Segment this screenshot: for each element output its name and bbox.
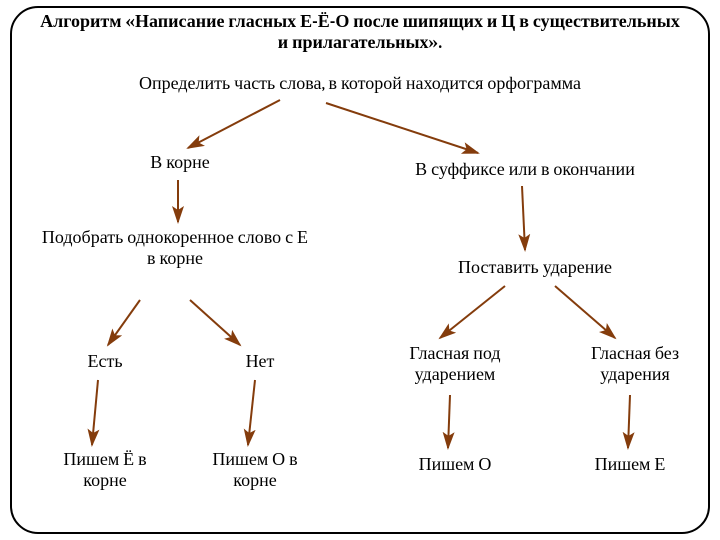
flow-arrow <box>628 395 630 448</box>
flow-arrow <box>440 286 505 338</box>
flow-arrow <box>448 395 450 448</box>
flow-arrow <box>92 380 98 445</box>
flow-arrow <box>522 186 525 250</box>
arrows-layer <box>0 0 720 540</box>
flow-arrow <box>190 300 240 345</box>
flow-arrow <box>108 300 140 345</box>
flow-arrow <box>248 380 255 445</box>
flow-arrow <box>188 100 280 148</box>
flow-arrow <box>326 103 478 153</box>
flow-arrow <box>555 286 615 338</box>
